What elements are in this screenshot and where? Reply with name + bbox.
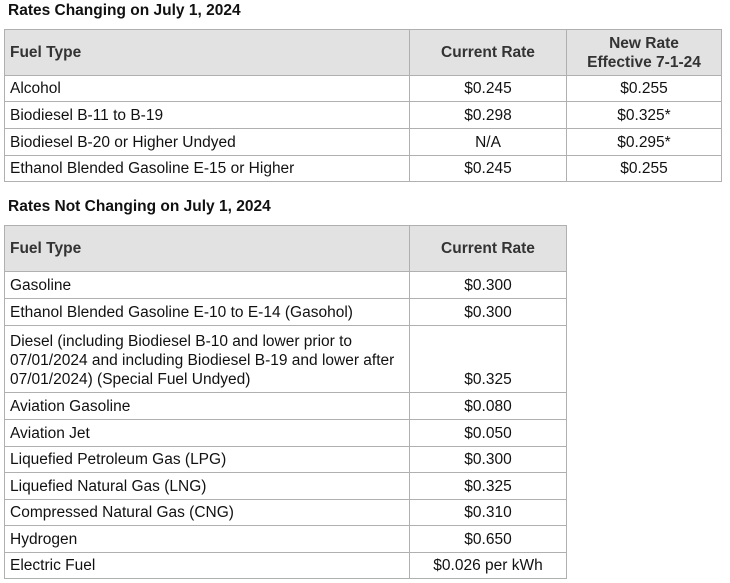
- rate: $0.325*: [566, 101, 722, 129]
- header-cell: Fuel Type: [4, 29, 410, 76]
- table-row: Compressed Natural Gas (CNG) $0.310: [4, 499, 567, 526]
- fuel-type: Aviation Gasoline: [4, 392, 410, 420]
- table-row: Liquefied Petroleum Gas (LPG) $0.300: [4, 446, 567, 473]
- header-text: Fuel Type: [10, 240, 82, 257]
- header-text: Current Rate: [441, 44, 535, 61]
- rate: $0.325: [409, 325, 567, 393]
- rate: $0.325: [409, 472, 567, 500]
- header-row: Fuel Type Current Rate: [4, 225, 567, 272]
- table-row: Ethanol Blended Gasoline E-15 or Higher $…: [4, 155, 722, 182]
- header-cell: Current Rate: [409, 225, 567, 272]
- rate: $0.295*: [566, 128, 722, 156]
- fuel-type: Biodiesel B-11 to B-19: [4, 101, 410, 129]
- table-row: Biodiesel B-11 to B-19 $0.298 $0.325*: [4, 101, 722, 129]
- header-cell: New Rate Effective 7-1-24: [566, 29, 722, 76]
- fuel-type: Aviation Jet: [4, 419, 410, 447]
- fuel-type: Biodiesel B-20 or Higher Undyed: [4, 128, 410, 156]
- rate: $0.255: [566, 155, 722, 182]
- fuel-type: Liquefied Natural Gas (LNG): [4, 472, 410, 500]
- table-row: Ethanol Blended Gasoline E-10 to E-14 (G…: [4, 298, 567, 326]
- table-row: Electric Fuel $0.026 per kWh: [4, 552, 567, 579]
- rate: $0.080: [409, 392, 567, 420]
- table-row: Liquefied Natural Gas (LNG) $0.325: [4, 472, 567, 500]
- section-title: Rates Not Changing on July 1, 2024: [8, 198, 271, 215]
- rate: $0.310: [409, 499, 567, 526]
- rate: $0.300: [409, 298, 567, 326]
- fuel-type: Electric Fuel: [4, 552, 410, 579]
- rate: N/A: [409, 128, 567, 156]
- table-row: Aviation Jet $0.050: [4, 419, 567, 447]
- rate: $0.650: [409, 525, 567, 553]
- header-text: Fuel Type: [10, 44, 82, 61]
- fuel-type: Ethanol Blended Gasoline E-15 or Higher: [4, 155, 410, 182]
- fuel-type: Gasoline: [4, 271, 410, 299]
- rate-table: Fuel Type Current Rate New Rate Effective 7…: [4, 29, 722, 182]
- header-cell: Fuel Type: [4, 225, 410, 272]
- header-text: New Rate: [609, 34, 679, 52]
- rate: $0.255: [566, 75, 722, 102]
- rate: $0.245: [409, 155, 567, 182]
- table-row: Gasoline $0.300: [4, 271, 567, 299]
- table-row: Hydrogen $0.650: [4, 525, 567, 553]
- header-text: Effective 7-1-24: [587, 53, 701, 71]
- header-cell: Current Rate: [409, 29, 567, 76]
- rate: $0.245: [409, 75, 567, 102]
- rate: $0.026 per kWh: [409, 552, 567, 579]
- header-row: Fuel Type Current Rate New Rate Effective 7…: [4, 29, 722, 76]
- fuel-type: Ethanol Blended Gasoline E-10 to E-14 (G…: [4, 298, 410, 326]
- fuel-type: Hydrogen: [4, 525, 410, 553]
- section-title: Rates Changing on July 1, 2024: [8, 2, 241, 19]
- fuel-type: Liquefied Petroleum Gas (LPG): [4, 446, 410, 473]
- table-row: Alcohol $0.245 $0.255: [4, 75, 722, 102]
- fuel-type: Alcohol: [4, 75, 410, 102]
- table-row: Aviation Gasoline $0.080: [4, 392, 567, 420]
- table-row: Biodiesel B-20 or Higher Undyed N/A $0.295…: [4, 128, 722, 156]
- table-row: Diesel (including Biodiesel B-10 and low…: [4, 325, 567, 393]
- header-text: Current Rate: [441, 240, 535, 257]
- rate-table: Fuel Type Current Rate Gasoline $0.300 Ethan…: [4, 225, 567, 579]
- rate: $0.298: [409, 101, 567, 129]
- rate: $0.300: [409, 446, 567, 473]
- rate: $0.300: [409, 271, 567, 299]
- fuel-type: Diesel (including Biodiesel B-10 and low…: [4, 325, 410, 393]
- fuel-type: Compressed Natural Gas (CNG): [4, 499, 410, 526]
- rate: $0.050: [409, 419, 567, 447]
